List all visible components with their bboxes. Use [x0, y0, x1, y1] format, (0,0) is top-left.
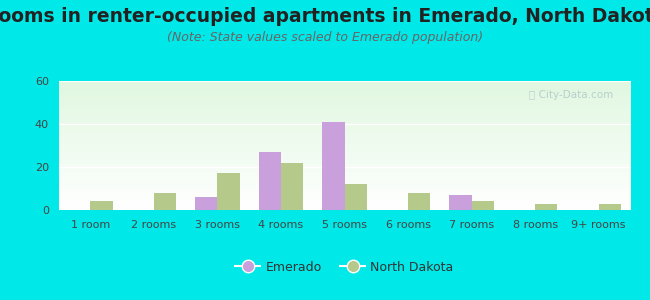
Bar [195, 197, 217, 210]
Bar [599, 203, 621, 210]
Bar [259, 152, 281, 210]
Bar [472, 201, 494, 210]
Text: (Note: State values scaled to Emerado population): (Note: State values scaled to Emerado po… [167, 32, 483, 44]
Text: Rooms in renter-occupied apartments in Emerado, North Dakota: Rooms in renter-occupied apartments in E… [0, 8, 650, 26]
Bar [535, 203, 558, 210]
Bar [408, 193, 430, 210]
Bar [449, 195, 472, 210]
Text: Ⓢ City-Data.com: Ⓢ City-Data.com [529, 90, 614, 100]
Bar [154, 193, 176, 210]
Bar [344, 184, 367, 210]
Legend: Emerado, North Dakota: Emerado, North Dakota [230, 256, 459, 279]
Bar [217, 173, 240, 210]
Bar [90, 201, 112, 210]
Bar [281, 163, 303, 210]
Bar [322, 122, 344, 210]
